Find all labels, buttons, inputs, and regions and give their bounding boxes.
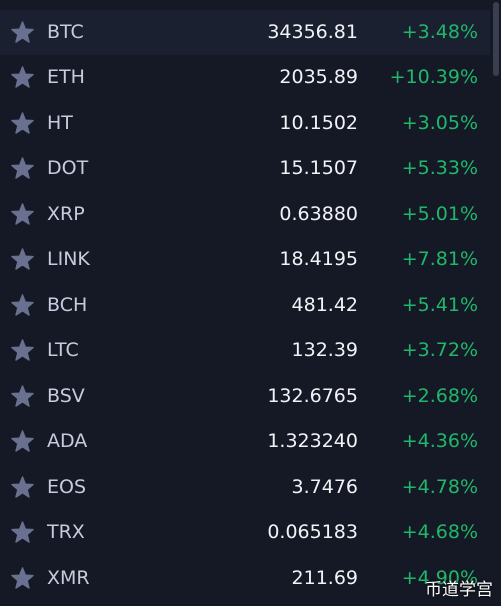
market-row[interactable]: BTC 34356.81 +3.48% <box>0 9 490 55</box>
change: +3.05% <box>401 111 478 134</box>
symbol: XRP <box>47 202 85 225</box>
market-row[interactable]: ADA 1.323240 +4.36% <box>0 419 490 464</box>
watermark: 币道学宫 <box>425 580 493 600</box>
favorite-star[interactable] <box>11 66 34 88</box>
star-icon <box>11 66 34 88</box>
price: 15.1507 <box>279 157 358 179</box>
star-icon <box>11 202 34 225</box>
change: +4.68% <box>401 521 478 543</box>
market-row[interactable]: XRP 0.63880 +5.01% <box>0 192 490 237</box>
favorite-star[interactable] <box>11 384 34 407</box>
change: +3.48% <box>401 20 478 43</box>
market-row[interactable]: TRX 0.065183 +4.68% <box>0 510 490 555</box>
favorite-star[interactable] <box>11 157 34 179</box>
symbol: HT <box>47 111 73 134</box>
price: 211.69 <box>291 566 358 589</box>
market-row[interactable]: BSV 132.6765 +2.68% <box>0 374 490 419</box>
price: 0.63880 <box>279 202 358 225</box>
symbol: BTC <box>47 20 84 43</box>
price: 3.7476 <box>291 475 358 498</box>
star-icon <box>11 566 34 589</box>
change: +2.68% <box>401 384 478 407</box>
price: 481.42 <box>291 293 358 316</box>
market-row[interactable]: EOS 3.7476 +4.78% <box>0 465 490 510</box>
change: +10.39% <box>389 66 478 88</box>
star-icon <box>11 430 34 452</box>
favorite-star[interactable] <box>11 339 34 361</box>
symbol: TRX <box>47 521 85 543</box>
star-icon <box>11 157 34 179</box>
market-row[interactable]: HT 10.1502 +3.05% <box>0 101 490 146</box>
price: 132.39 <box>291 339 358 361</box>
favorite-star[interactable] <box>11 475 34 498</box>
market-row[interactable]: LTC 132.39 +3.72% <box>0 328 490 373</box>
favorite-star[interactable] <box>11 430 34 452</box>
price: 34356.81 <box>267 20 358 43</box>
change: +4.78% <box>401 475 478 498</box>
favorite-star[interactable] <box>11 202 34 225</box>
star-icon <box>11 248 34 270</box>
star-icon <box>11 20 34 43</box>
symbol: BSV <box>47 384 85 407</box>
market-row[interactable]: LINK 18.4195 +7.81% <box>0 237 490 282</box>
price: 0.065183 <box>267 521 358 543</box>
price: 10.1502 <box>279 111 358 134</box>
favorite-star[interactable] <box>11 111 34 134</box>
favorite-star[interactable] <box>11 248 34 270</box>
symbol: EOS <box>47 475 87 498</box>
change: +5.01% <box>401 202 478 225</box>
market-row[interactable]: ETH 2035.89 +10.39% <box>0 55 490 100</box>
market-row[interactable]: DOT 15.1507 +5.33% <box>0 146 490 191</box>
change: +7.81% <box>401 248 478 270</box>
price: 18.4195 <box>279 248 358 270</box>
scrollbar[interactable] <box>493 2 499 76</box>
star-icon <box>11 521 34 543</box>
change: +3.72% <box>401 339 478 361</box>
star-icon <box>11 111 34 134</box>
favorite-star[interactable] <box>11 566 34 589</box>
change: +5.33% <box>401 157 478 179</box>
price: 132.6765 <box>267 384 358 407</box>
favorite-star[interactable] <box>11 521 34 543</box>
symbol: ADA <box>47 430 88 452</box>
favorite-star[interactable] <box>11 293 34 316</box>
symbol: LINK <box>47 248 90 270</box>
change: +4.90% <box>401 566 478 589</box>
star-icon <box>11 384 34 407</box>
symbol: BCH <box>47 293 88 316</box>
favorite-star[interactable] <box>11 20 34 43</box>
change: +5.41% <box>401 293 478 316</box>
market-row[interactable]: BCH 481.42 +5.41% <box>0 283 490 328</box>
star-icon <box>11 293 34 316</box>
market-row[interactable]: XMR 211.69 +4.90% <box>0 556 490 601</box>
change: +4.36% <box>401 430 478 452</box>
symbol: DOT <box>47 157 89 179</box>
star-icon <box>11 339 34 361</box>
price: 2035.89 <box>279 66 358 88</box>
price: 1.323240 <box>267 430 358 452</box>
symbol: LTC <box>47 339 79 361</box>
symbol: ETH <box>47 66 85 88</box>
star-icon <box>11 475 34 498</box>
symbol: XMR <box>47 566 90 589</box>
